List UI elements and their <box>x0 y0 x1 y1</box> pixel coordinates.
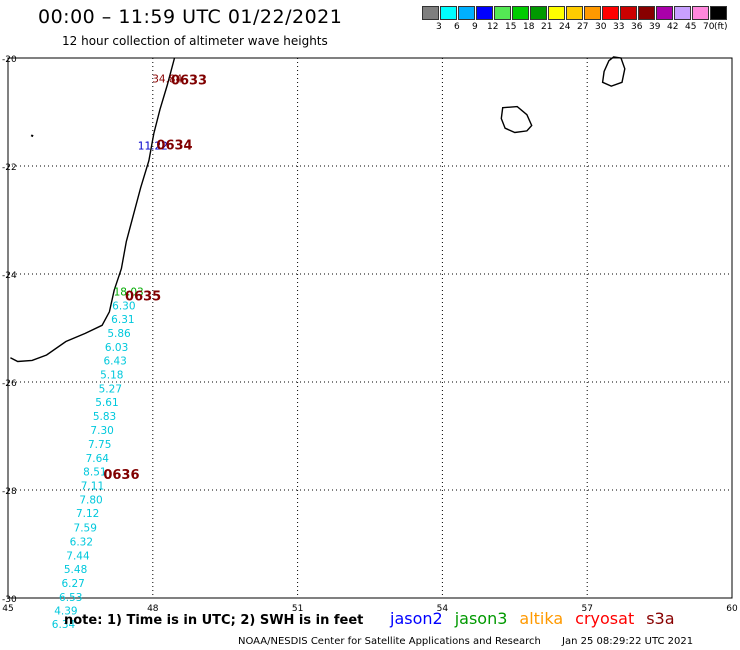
color-legend-unit: (ft) <box>714 22 728 32</box>
wave-height-value: 4.39 <box>54 605 77 617</box>
color-swatch <box>656 6 673 20</box>
pass-time-label: 0636 <box>103 468 139 483</box>
color-swatch <box>458 6 475 20</box>
mission-legend-item: altika <box>519 609 564 628</box>
credit-line: NOAA/NESDIS Center for Satellite Applica… <box>238 636 693 647</box>
map-frame <box>7 57 733 599</box>
mission-legend-item: s3a <box>646 609 675 628</box>
mission-legend-item: jason2 <box>390 609 443 628</box>
footer-note: note: 1) Time is in UTC; 2) SWH is in fe… <box>64 613 364 628</box>
x-tick-label: 57 <box>581 604 592 614</box>
x-tick-label: 45 <box>2 604 13 614</box>
wave-height-value: 6.27 <box>61 578 84 590</box>
wave-height-value: 7.11 <box>81 481 104 493</box>
wave-height-value: 7.44 <box>66 550 90 562</box>
pass-time-label: 0633 <box>171 74 207 89</box>
color-legend-label: 24 <box>559 22 571 32</box>
wave-height-value: 34.84 <box>152 74 182 86</box>
wave-height-value: 6.32 <box>70 536 93 548</box>
color-swatch <box>638 6 655 20</box>
color-legend-label: 6 <box>454 22 460 32</box>
wave-height-value: 7.75 <box>88 439 111 451</box>
color-legend-label: 42 <box>667 22 679 32</box>
color-swatch <box>548 6 565 20</box>
color-legend-label: 45 <box>685 22 697 32</box>
color-legend-label: 39 <box>649 22 661 32</box>
wave-height-value: 7.12 <box>76 508 99 520</box>
color-legend <box>422 6 728 20</box>
reunion-island-outline <box>500 105 533 134</box>
color-swatch <box>566 6 583 20</box>
y-tick-label: -22 <box>2 163 17 173</box>
wave-height-value: 11.22 <box>138 140 168 152</box>
color-legend-label: 21 <box>541 22 553 32</box>
wave-height-value: 5.48 <box>64 564 87 576</box>
wave-height-value: 6.53 <box>59 592 82 604</box>
color-swatch <box>692 6 709 20</box>
color-swatch <box>674 6 691 20</box>
color-swatch <box>422 6 439 20</box>
color-legend-label: 36 <box>631 22 643 32</box>
color-swatch <box>494 6 511 20</box>
y-tick-label: -20 <box>2 55 17 65</box>
wave-height-value: 5.27 <box>99 383 122 395</box>
wave-height-value: 7.30 <box>90 425 113 437</box>
y-tick-label: -28 <box>2 487 17 497</box>
color-swatch <box>602 6 619 20</box>
page-title: 00:00 – 11:59 UTC 01/22/2021 <box>38 6 343 28</box>
y-tick-label: -30 <box>2 595 17 605</box>
mission-legend: jason2 jason3 altika cryosat s3a <box>390 609 687 628</box>
wave-height-value: 6.03 <box>105 342 128 354</box>
generated-timestamp: Jan 25 08:29:22 UTC 2021 <box>562 636 694 647</box>
color-legend-label: 18 <box>523 22 535 32</box>
mauritius-island-outline <box>601 56 626 87</box>
color-legend-label: 3 <box>436 22 442 32</box>
color-legend-label: 33 <box>613 22 625 32</box>
wave-height-value: 7.64 <box>86 453 110 465</box>
madagascar-coastline <box>10 57 176 363</box>
wave-height-value: 5.18 <box>100 369 123 381</box>
color-legend-label: 27 <box>577 22 589 32</box>
wave-height-value: 8.51 <box>83 467 106 479</box>
wave-height-value: 5.86 <box>107 328 131 340</box>
credit-text: NOAA/NESDIS Center for Satellite Applica… <box>238 636 541 647</box>
mission-legend-item: jason3 <box>454 609 508 628</box>
wave-height-value: 5.61 <box>95 397 118 409</box>
islet-outline <box>30 134 34 138</box>
color-swatch <box>512 6 529 20</box>
y-tick-label: -24 <box>2 271 17 281</box>
color-legend-label: 70 <box>703 22 715 32</box>
x-tick-label: 54 <box>437 604 449 614</box>
color-swatch <box>476 6 493 20</box>
wave-height-value: 5.83 <box>93 411 116 423</box>
wave-height-value: 18.03 <box>114 286 144 298</box>
pass-time-label: 0634 <box>156 138 192 153</box>
wave-height-value: 6.43 <box>103 355 126 367</box>
color-swatch <box>530 6 547 20</box>
color-swatch <box>710 6 727 20</box>
x-tick-label: 48 <box>147 604 159 614</box>
color-swatch <box>440 6 457 20</box>
color-legend-label: 30 <box>595 22 607 32</box>
pass-time-label: 0635 <box>125 290 161 305</box>
color-swatch <box>584 6 601 20</box>
page-subtitle: 12 hour collection of altimeter wave hei… <box>62 34 328 48</box>
x-tick-label: 60 <box>726 604 738 614</box>
wave-height-value: 7.80 <box>79 495 102 507</box>
x-tick-label: 51 <box>292 604 303 614</box>
color-swatch <box>620 6 637 20</box>
y-tick-label: -26 <box>2 379 17 389</box>
wave-height-value: 6.31 <box>111 314 134 326</box>
mission-legend-item: cryosat <box>575 609 635 628</box>
color-legend-label: 9 <box>472 22 478 32</box>
wave-height-value: 6.30 <box>112 300 135 312</box>
wave-height-value: 6.34 <box>52 619 76 631</box>
color-legend-label: 12 <box>487 22 499 32</box>
color-legend-label: 15 <box>505 22 517 32</box>
wave-height-value: 7.59 <box>74 522 97 534</box>
